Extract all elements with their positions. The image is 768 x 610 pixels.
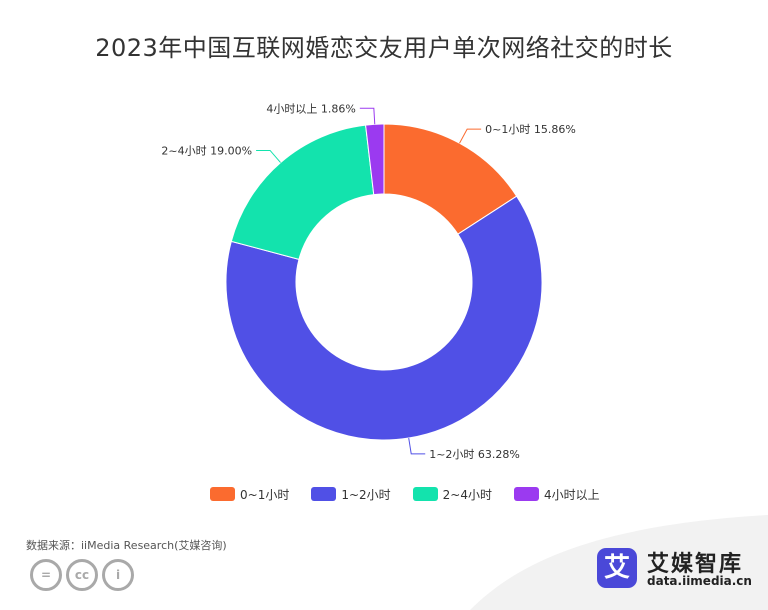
donut-slice-1[interactable] xyxy=(225,195,543,441)
legend-label: 1~2小时 xyxy=(341,487,391,502)
legend-swatch xyxy=(210,487,235,501)
legend-label: 0~1小时 xyxy=(240,487,290,502)
legend-label: 2~4小时 xyxy=(442,487,492,502)
source-note: 数据来源：iiMedia Research(艾媒咨询) xyxy=(26,539,227,552)
donut-slice-3[interactable] xyxy=(365,123,385,196)
legend-swatch xyxy=(513,487,539,501)
legend-swatch xyxy=(412,487,438,501)
brand-logo-icon: 艾 xyxy=(597,548,637,588)
legend-item-2[interactable]: 2~4小时 xyxy=(412,486,492,503)
label-leader-1 xyxy=(408,437,426,455)
legend-swatch xyxy=(311,487,337,501)
license-icons: = cc i xyxy=(30,559,138,591)
label-leader-0 xyxy=(459,128,482,144)
cc-icon: cc xyxy=(66,559,98,591)
legend-item-1[interactable]: 1~2小时 xyxy=(311,486,391,503)
legend-item-3[interactable]: 4小时以上 xyxy=(513,486,600,503)
legend-label: 4小时以上 xyxy=(543,487,600,502)
equals-icon: = xyxy=(30,559,62,591)
data-label-1: 1~2小时 63.28% xyxy=(429,448,520,461)
donut-slice-2[interactable] xyxy=(230,124,375,260)
legend-item-0[interactable]: 0~1小时 xyxy=(210,486,289,503)
brand-name: 艾媒智库 xyxy=(647,552,744,577)
person-icon: i xyxy=(102,559,134,591)
chart-title: 2023年中国互联网婚恋交友用户单次网络社交的时长 xyxy=(95,34,673,62)
chart-legend: 0~1小时 1~2小时 2~4小时 4小时以上 xyxy=(210,484,622,504)
label-leader-2 xyxy=(256,149,281,163)
label-leader-3 xyxy=(359,107,376,125)
data-label-3: 4小时以上 1.86% xyxy=(266,102,355,115)
data-label-2: 2~4小时 19.00% xyxy=(161,144,252,157)
data-label-0: 0~1小时 15.86% xyxy=(485,123,576,136)
brand-url: data.iimedia.cn xyxy=(647,574,752,588)
